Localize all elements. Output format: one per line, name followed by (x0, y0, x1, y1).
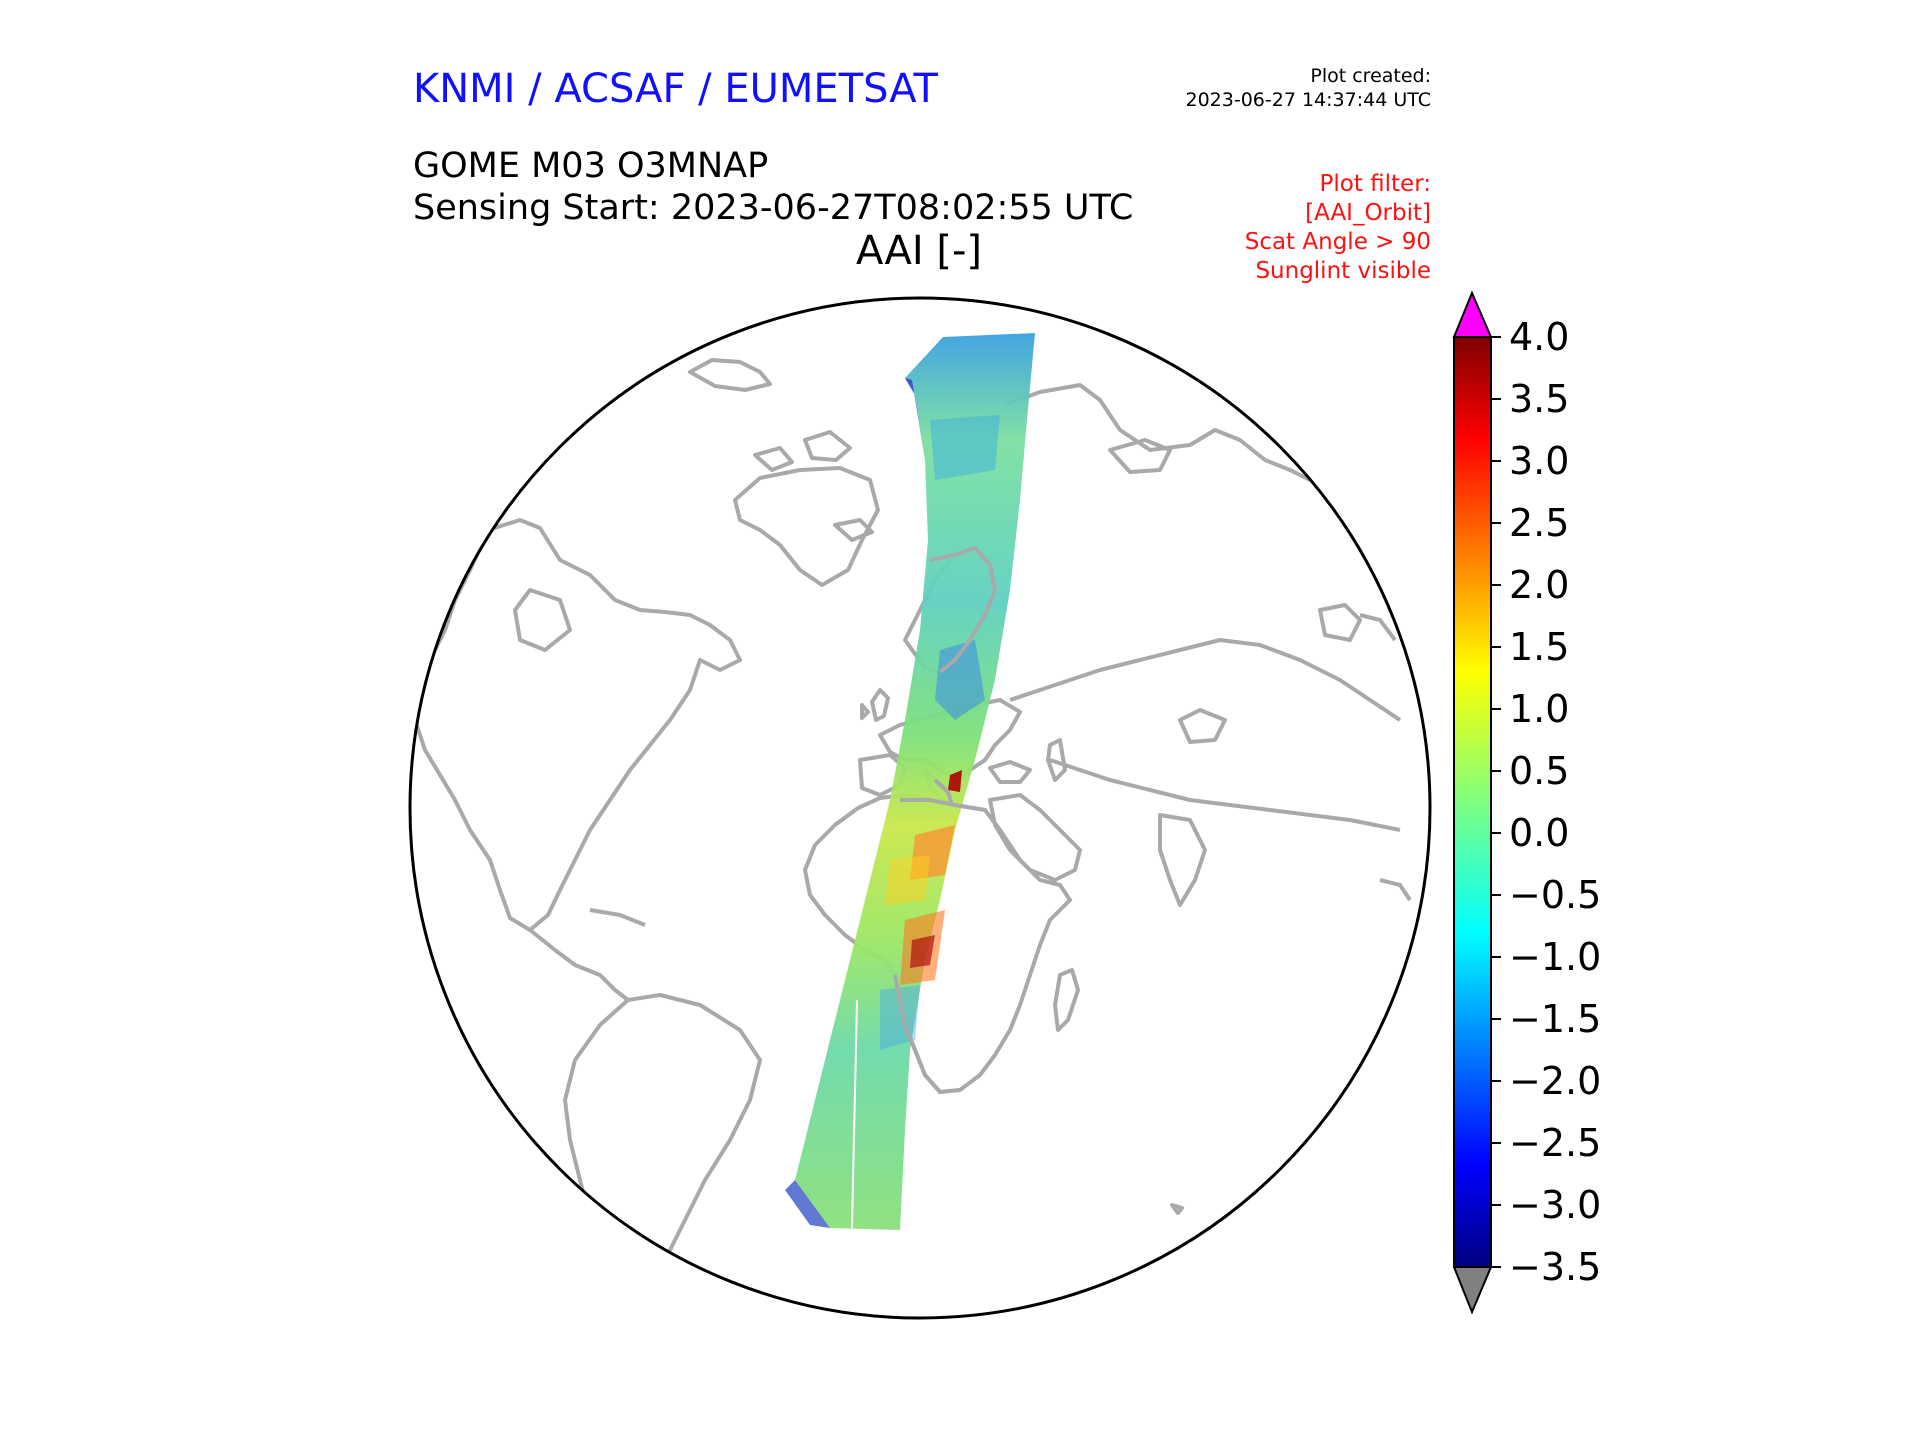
coastline (988, 793, 1082, 882)
swath-aerosol-hotspot (948, 770, 962, 792)
colorbar-tick-label: −2.0 (1509, 1059, 1601, 1103)
colorbar-under-triangle (1452, 1266, 1493, 1315)
coastline (1379, 878, 1412, 902)
filter-line: [AAI_Orbit] (1305, 200, 1431, 226)
plot-created: Plot created: 2023-06-27 14:37:44 UTC (1186, 64, 1432, 112)
colorbar-tick-label: 2.0 (1509, 563, 1569, 607)
organization-title: KNMI / ACSAF / EUMETSAT (413, 66, 938, 112)
colorbar-gradient (1453, 336, 1492, 1268)
filter-line: Scat Angle > 90 (1244, 229, 1431, 255)
colorbar-ticks: 4.0 3.5 3.0 2.5 2.0 1.5 1.0 0.5 0.0 −0.5 −1.0 −1.5 −… (1491, 315, 1601, 1289)
coastline (1170, 1203, 1184, 1215)
coastline (900, 798, 986, 812)
coastline (803, 430, 852, 462)
coastline (860, 703, 870, 720)
colorbar-tick-label: −3.5 (1509, 1245, 1601, 1289)
coastline (1178, 708, 1227, 744)
coastline (870, 688, 890, 722)
coastline (1108, 438, 1172, 474)
swath-southern-edge (785, 1180, 830, 1228)
colorbar: 4.0 3.5 3.0 2.5 2.0 1.5 1.0 0.5 0.0 −0.5 −1.0 −1.5 −… (1452, 290, 1601, 1315)
coastline (1046, 738, 1067, 782)
colorbar-tick-label: 4.0 (1509, 315, 1569, 359)
sensing-start: Sensing Start: 2023-06-27T08:02:55 UTC (413, 188, 1134, 228)
swath-coastlines (893, 545, 998, 1095)
colorbar-tick-label: 1.0 (1509, 687, 1569, 731)
colorbar-over-triangle (1452, 290, 1493, 338)
swath-blue-patch (930, 415, 1000, 480)
coastline (528, 928, 630, 1002)
colorbar-tick-label: 2.5 (1509, 501, 1569, 545)
coastline (929, 545, 998, 674)
colorbar-tick-label: −3.0 (1509, 1183, 1601, 1227)
variable-title: AAI [-] (856, 228, 982, 274)
colorbar-tick-label: 0.5 (1509, 749, 1569, 793)
colorbar-tick-label: 3.0 (1509, 439, 1569, 483)
filter-line: Sunglint visible (1255, 258, 1431, 284)
colorbar-tick-label: −2.5 (1509, 1121, 1601, 1165)
coastline (1004, 383, 1311, 482)
colorbar-tick-label: 0.0 (1509, 811, 1569, 855)
swath-overlay (785, 333, 1035, 1230)
coastline (753, 446, 794, 472)
coastline (1049, 758, 1401, 832)
globe (408, 296, 1432, 1320)
colorbar-tick-label: 3.5 (1509, 377, 1569, 421)
swath-aerosol-hotspot (910, 935, 935, 968)
coastline (733, 466, 880, 587)
plot-created-label: Plot created: (1310, 65, 1431, 87)
colorbar-tick-label: 1.5 (1509, 625, 1569, 669)
swath-dust-band (885, 855, 930, 905)
plot-filter: Plot filter: [AAI_Orbit] Scat Angle > 90… (1245, 170, 1431, 286)
coastline (1053, 968, 1080, 1032)
coastline (589, 908, 646, 927)
coastline (1359, 613, 1397, 642)
coastline (1318, 603, 1362, 642)
filter-line: Plot filter: (1319, 171, 1431, 197)
colorbar-tick-label: −1.5 (1509, 997, 1601, 1041)
swath-gap-line (851, 999, 858, 1229)
colorbar-tick-label: −1.0 (1509, 935, 1601, 979)
coastline (1158, 813, 1207, 907)
coastline (1009, 638, 1402, 722)
colorbar-tick-label: −0.5 (1509, 873, 1601, 917)
swath-blue-patch (935, 640, 985, 720)
plot-created-time: 2023-06-27 14:37:44 UTC (1185, 89, 1432, 111)
product-title: GOME M03 O3MNAP (413, 146, 769, 186)
aai-swath (795, 333, 1035, 1230)
coastline (513, 588, 572, 652)
coastline (893, 974, 961, 1095)
globe-outline (408, 296, 1432, 1320)
coastline (803, 793, 1072, 1094)
coastline (988, 760, 1032, 784)
coastline (833, 518, 874, 542)
coastline (933, 778, 954, 806)
coastline (688, 358, 772, 392)
